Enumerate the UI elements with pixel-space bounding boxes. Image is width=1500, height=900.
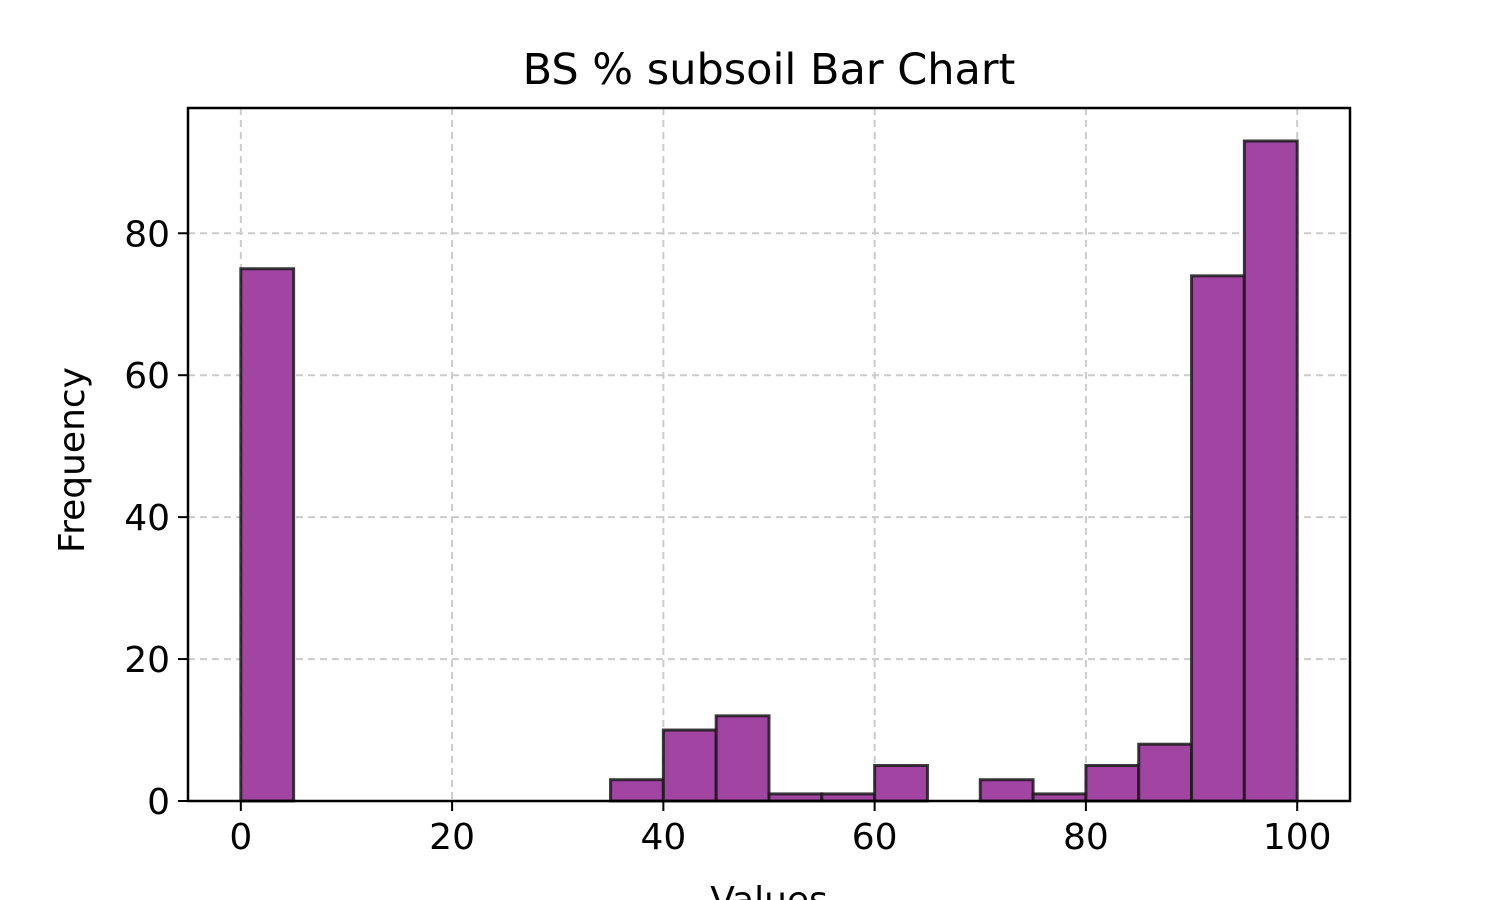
y-tick-label: 60 (124, 356, 170, 397)
x-tick-label: 0 (229, 817, 252, 858)
chart-title: BS % subsoil Bar Chart (523, 45, 1016, 95)
y-tick-label: 80 (124, 214, 170, 255)
y-axis-ticks: 0 20 40 60 80 (124, 214, 188, 823)
plot-frame (186, 106, 1352, 803)
y-tick-label: 20 (124, 640, 170, 681)
histogram-bar (661, 728, 718, 803)
y-axis-label: Frequency (52, 367, 93, 553)
histogram-bar (978, 778, 1035, 803)
x-axis-label: Values (710, 880, 828, 900)
histogram-bar (239, 267, 296, 803)
histogram-bar (1242, 139, 1299, 803)
histogram-bar (1190, 274, 1246, 803)
histogram-bar (873, 764, 929, 803)
y-tick-label: 0 (147, 782, 170, 823)
histogram-bar (714, 714, 771, 803)
x-tick-label: 20 (429, 817, 475, 858)
y-tick-label: 40 (124, 498, 170, 539)
x-tick-label: 100 (1263, 817, 1332, 858)
bars-group (239, 139, 1299, 803)
histogram-bar (1137, 742, 1194, 803)
x-tick-label: 60 (852, 817, 898, 858)
histogram-bar (1084, 764, 1141, 803)
x-tick-label: 80 (1063, 817, 1109, 858)
x-tick-label: 40 (640, 817, 686, 858)
axes (186, 106, 1352, 803)
x-axis-ticks: 0 20 40 60 80 100 (229, 801, 1332, 858)
histogram-bar (609, 778, 665, 803)
grid-lines (188, 108, 1350, 802)
